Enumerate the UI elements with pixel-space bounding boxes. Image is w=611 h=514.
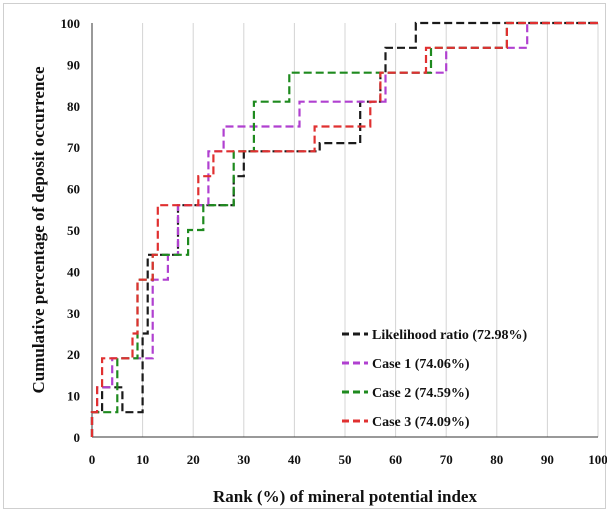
cumulative-chart: 0 10 20 30 40 50 60 70 80 90 100 0 10 20 30 40 50 60 70 80 9… (29, 16, 607, 506)
y-tick-label-50: 50 (67, 223, 80, 238)
y-axis-title: Cumulative percentage of deposit occurre… (29, 66, 48, 393)
legend-label-1: Likelihood ratio (72.98%) (372, 328, 528, 343)
x-tick-label-60: 60 (389, 452, 402, 467)
x-tick-label-0: 0 (89, 452, 96, 467)
legend-label-2: Case 1 (74.06%) (372, 357, 470, 372)
y-tick-label-40: 40 (67, 264, 80, 279)
series-line-3 (90, 21, 598, 437)
x-tick-label-70: 70 (440, 452, 453, 467)
y-tick-label-20: 20 (67, 347, 80, 362)
x-axis-title: Rank (%) of mineral potential index (213, 487, 477, 506)
x-tick-label-30: 30 (237, 452, 250, 467)
legend-label-3: Case 2 (74.59%) (372, 386, 470, 401)
y-tick-label-100: 100 (61, 16, 81, 31)
y-tick-label-10: 10 (67, 389, 80, 404)
x-tick-label-90: 90 (541, 452, 554, 467)
y-tick-label-90: 90 (67, 57, 80, 72)
series-line-2 (90, 21, 598, 437)
legend-label-4: Case 3 (74.09%) (372, 415, 470, 430)
y-tick-label-70: 70 (67, 140, 80, 155)
x-tick-label-10: 10 (136, 452, 149, 467)
y-tick-label-80: 80 (67, 99, 80, 114)
x-tick-label-40: 40 (288, 452, 301, 467)
y-tick-label-60: 60 (67, 182, 80, 197)
x-tick-label-20: 20 (187, 452, 200, 467)
y-tick-label-30: 30 (67, 306, 80, 321)
chart-frame: 0 10 20 30 40 50 60 70 80 90 100 0 10 20 30 40 50 60 70 80 9… (3, 3, 607, 509)
x-tick-label-50: 50 (339, 452, 352, 467)
x-tick-label-100: 100 (588, 452, 607, 467)
x-tick-label-80: 80 (490, 452, 503, 467)
series-line-4 (90, 21, 598, 437)
y-tick-label-0: 0 (74, 430, 81, 445)
